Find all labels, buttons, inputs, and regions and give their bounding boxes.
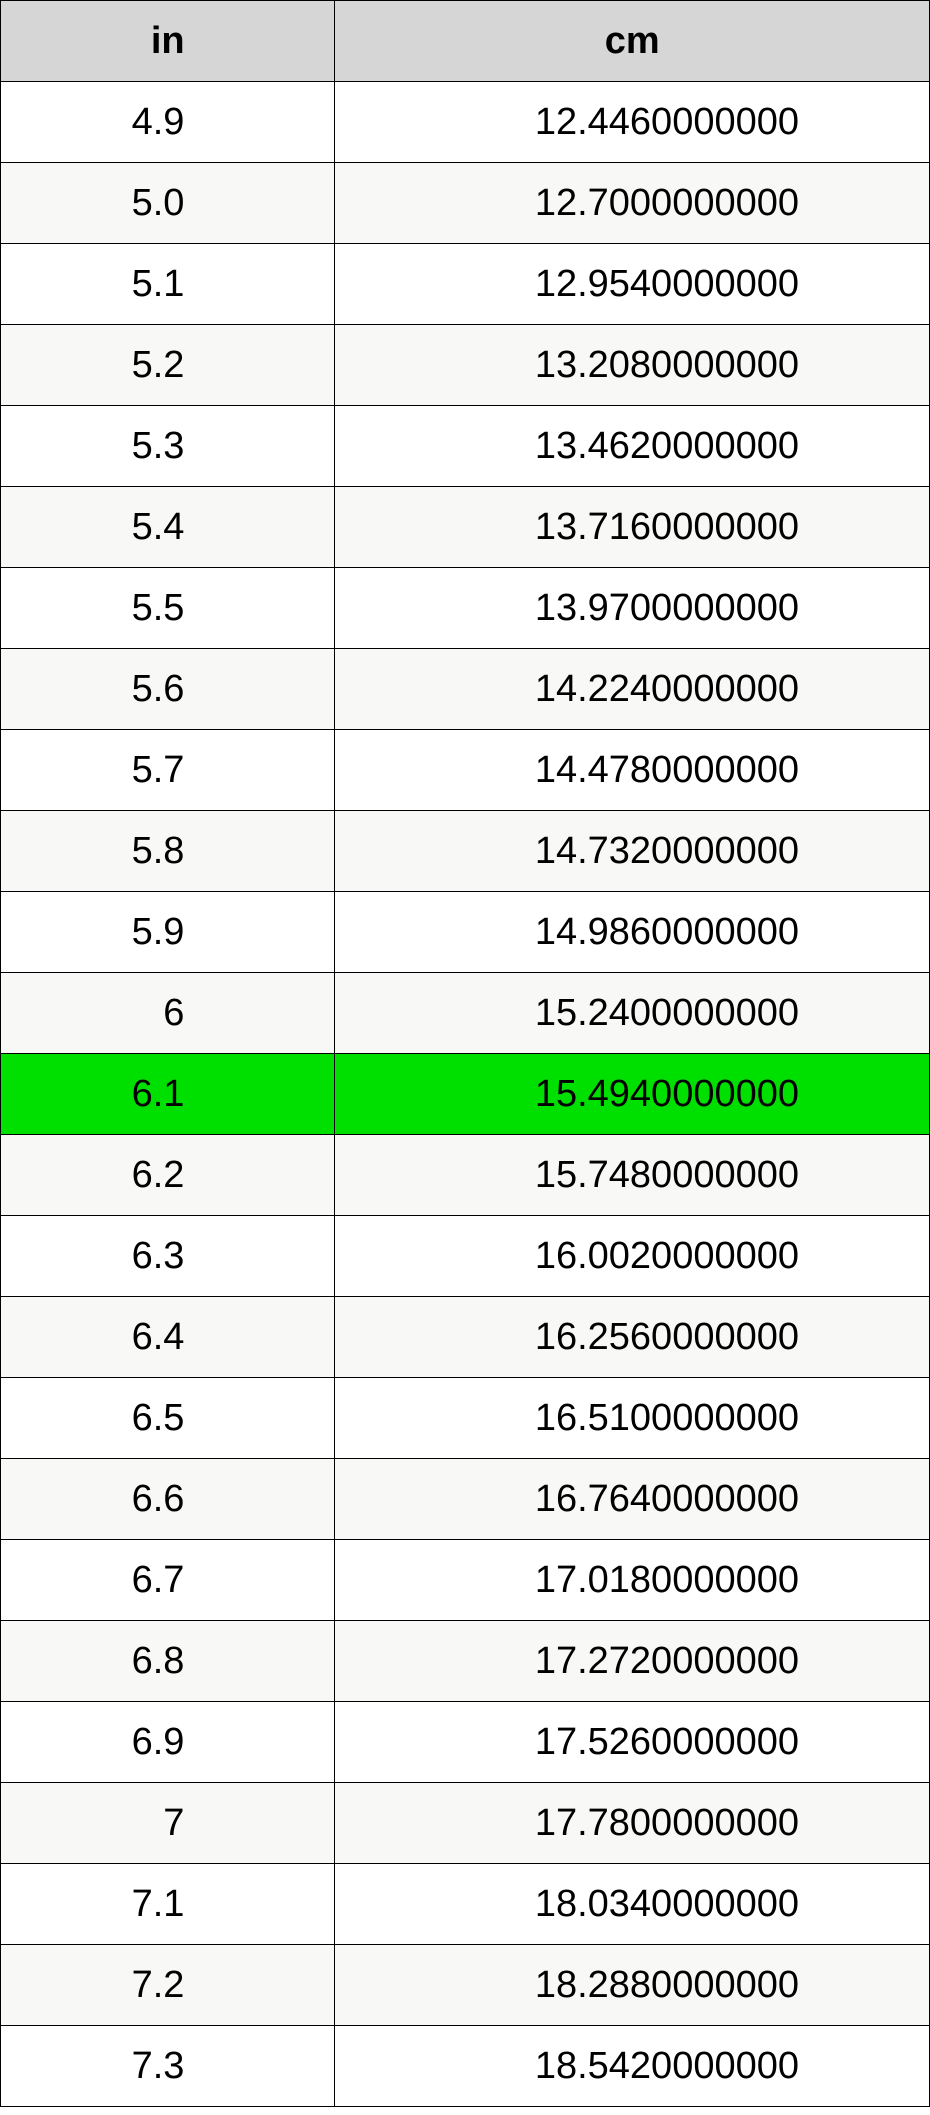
cell-in: 6.9 — [1, 1702, 335, 1783]
cell-in: 7.3 — [1, 2026, 335, 2107]
table-row: 6.516.5100000000 — [1, 1378, 930, 1459]
cell-in: 5.0 — [1, 163, 335, 244]
cell-cm: 15.7480000000 — [335, 1135, 930, 1216]
table-row: 5.714.4780000000 — [1, 730, 930, 811]
table-row: 5.614.2240000000 — [1, 649, 930, 730]
table-row: 5.313.4620000000 — [1, 406, 930, 487]
cell-in: 6.2 — [1, 1135, 335, 1216]
table-row: 6.316.0020000000 — [1, 1216, 930, 1297]
cell-in: 5.5 — [1, 568, 335, 649]
cell-cm: 12.9540000000 — [335, 244, 930, 325]
cell-cm: 12.4460000000 — [335, 82, 930, 163]
cell-cm: 17.2720000000 — [335, 1621, 930, 1702]
cell-in: 5.3 — [1, 406, 335, 487]
cell-cm: 16.5100000000 — [335, 1378, 930, 1459]
cell-cm: 18.0340000000 — [335, 1864, 930, 1945]
cell-in: 5.9 — [1, 892, 335, 973]
cell-in: 7 — [1, 1783, 335, 1864]
cell-cm: 14.4780000000 — [335, 730, 930, 811]
column-header-in: in — [1, 1, 335, 82]
table-row: 6.616.7640000000 — [1, 1459, 930, 1540]
cell-in: 6.8 — [1, 1621, 335, 1702]
table-row: 4.912.4460000000 — [1, 82, 930, 163]
cell-cm: 14.2240000000 — [335, 649, 930, 730]
table-row: 5.914.9860000000 — [1, 892, 930, 973]
conversion-table: in cm 4.912.44600000005.012.70000000005.… — [0, 0, 930, 2107]
cell-in: 6.3 — [1, 1216, 335, 1297]
cell-cm: 17.0180000000 — [335, 1540, 930, 1621]
cell-cm: 13.7160000000 — [335, 487, 930, 568]
cell-cm: 16.7640000000 — [335, 1459, 930, 1540]
cell-cm: 18.5420000000 — [335, 2026, 930, 2107]
table-row: 5.213.2080000000 — [1, 325, 930, 406]
cell-in: 5.2 — [1, 325, 335, 406]
cell-cm: 14.9860000000 — [335, 892, 930, 973]
cell-in: 6.1 — [1, 1054, 335, 1135]
table-row: 6.215.7480000000 — [1, 1135, 930, 1216]
table-header-row: in cm — [1, 1, 930, 82]
cell-cm: 13.4620000000 — [335, 406, 930, 487]
cell-cm: 18.2880000000 — [335, 1945, 930, 2026]
table-row: 6.416.2560000000 — [1, 1297, 930, 1378]
cell-in: 7.1 — [1, 1864, 335, 1945]
table-row: 5.513.9700000000 — [1, 568, 930, 649]
cell-in: 5.8 — [1, 811, 335, 892]
column-header-cm: cm — [335, 1, 930, 82]
table-row: 7.318.5420000000 — [1, 2026, 930, 2107]
table-row: 615.2400000000 — [1, 973, 930, 1054]
table-row: 7.218.2880000000 — [1, 1945, 930, 2026]
cell-cm: 14.7320000000 — [335, 811, 930, 892]
table-row: 6.115.4940000000 — [1, 1054, 930, 1135]
table-row: 7.118.0340000000 — [1, 1864, 930, 1945]
table-row: 6.917.5260000000 — [1, 1702, 930, 1783]
cell-in: 5.6 — [1, 649, 335, 730]
table-row: 717.7800000000 — [1, 1783, 930, 1864]
cell-cm: 15.2400000000 — [335, 973, 930, 1054]
cell-in: 5.1 — [1, 244, 335, 325]
cell-cm: 17.5260000000 — [335, 1702, 930, 1783]
cell-in: 6 — [1, 973, 335, 1054]
table-row: 6.817.2720000000 — [1, 1621, 930, 1702]
cell-in: 5.4 — [1, 487, 335, 568]
cell-in: 6.5 — [1, 1378, 335, 1459]
table-row: 5.814.7320000000 — [1, 811, 930, 892]
cell-in: 6.7 — [1, 1540, 335, 1621]
table-row: 5.012.7000000000 — [1, 163, 930, 244]
table-row: 6.717.0180000000 — [1, 1540, 930, 1621]
cell-cm: 13.2080000000 — [335, 325, 930, 406]
cell-in: 7.2 — [1, 1945, 335, 2026]
cell-cm: 13.9700000000 — [335, 568, 930, 649]
cell-cm: 17.7800000000 — [335, 1783, 930, 1864]
table-row: 5.112.9540000000 — [1, 244, 930, 325]
table-row: 5.413.7160000000 — [1, 487, 930, 568]
cell-cm: 12.7000000000 — [335, 163, 930, 244]
cell-cm: 16.2560000000 — [335, 1297, 930, 1378]
cell-in: 4.9 — [1, 82, 335, 163]
cell-in: 6.6 — [1, 1459, 335, 1540]
cell-cm: 15.4940000000 — [335, 1054, 930, 1135]
cell-cm: 16.0020000000 — [335, 1216, 930, 1297]
cell-in: 6.4 — [1, 1297, 335, 1378]
cell-in: 5.7 — [1, 730, 335, 811]
